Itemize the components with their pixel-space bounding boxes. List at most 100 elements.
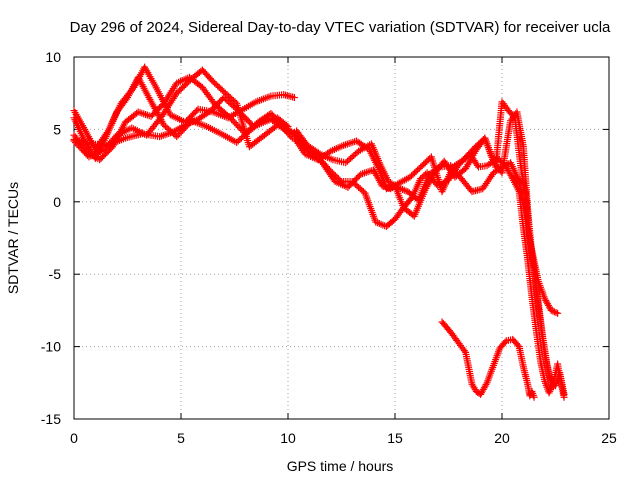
data-point [70, 136, 78, 144]
y-tick-label: -5 [49, 266, 62, 282]
data-point [406, 173, 414, 181]
data-point [104, 141, 112, 149]
data-point [145, 94, 153, 102]
data-marker [546, 387, 554, 395]
data-markers [70, 63, 568, 401]
data-point [483, 162, 491, 170]
data-point [168, 128, 176, 136]
data-point [427, 153, 435, 161]
axis-ticks: 0 5 10 15 20 25 -15 -10 -5 0 5 10 [41, 49, 617, 446]
data-point [457, 175, 465, 183]
data-point [522, 215, 530, 223]
data-point [554, 309, 562, 317]
series-track-9 [293, 127, 562, 317]
y-tick-label: -15 [41, 411, 61, 427]
data-marker [467, 186, 475, 194]
data-point [560, 390, 568, 398]
data-point [173, 89, 181, 97]
data-point [355, 147, 363, 155]
data-point [128, 124, 136, 132]
data-point [528, 247, 536, 255]
data-marker [473, 161, 481, 169]
data-point [489, 169, 497, 177]
data-point [519, 363, 527, 371]
data-point [173, 79, 181, 87]
data-point [436, 163, 444, 171]
data-point [498, 163, 506, 171]
data-point [509, 335, 517, 343]
x-tick-label: 10 [280, 430, 296, 446]
x-tick-label: 15 [387, 430, 403, 446]
data-point [203, 123, 211, 131]
data-point [468, 380, 476, 388]
data-point [85, 153, 93, 161]
data-point [96, 156, 104, 164]
data-point [447, 328, 455, 336]
data-point [513, 108, 521, 116]
data-point [233, 138, 241, 146]
data-point [462, 348, 470, 356]
data-point [147, 112, 155, 120]
data-point [284, 128, 292, 136]
data-point [534, 299, 542, 307]
data-point [417, 163, 425, 171]
data-point [489, 361, 497, 369]
data-point [160, 99, 168, 107]
data-point [113, 108, 121, 116]
data-point [479, 185, 487, 193]
data-marker [547, 386, 555, 394]
data-point [447, 162, 455, 170]
data-point [474, 163, 482, 171]
data-point [318, 159, 326, 167]
data-point [209, 78, 217, 86]
series-trail-track-10 [439, 319, 537, 399]
data-point [344, 183, 352, 191]
data-point [70, 114, 78, 122]
data-point [340, 141, 348, 149]
data-point [496, 344, 504, 352]
data-point [425, 170, 433, 178]
data-marker [514, 341, 522, 349]
data-point [376, 160, 384, 168]
data-point [156, 133, 164, 141]
data-point [543, 360, 551, 368]
y-tick-label: 10 [45, 49, 61, 65]
data-point [220, 94, 228, 102]
data-point [160, 121, 168, 129]
data-point [541, 377, 549, 385]
data-point [372, 218, 380, 226]
data-point [515, 343, 523, 351]
data-marker [282, 127, 290, 135]
data-point [361, 189, 369, 197]
data-marker [287, 132, 295, 140]
data-point [511, 114, 519, 122]
data-marker [193, 107, 201, 115]
data-point [134, 108, 142, 116]
data-point [280, 91, 288, 99]
data-marker [74, 142, 82, 150]
data-marker [232, 120, 240, 128]
data-point [504, 107, 512, 115]
data-point [468, 188, 476, 196]
data-point [417, 175, 425, 183]
data-point [400, 204, 408, 212]
data-point [357, 170, 365, 178]
data-point [141, 63, 149, 71]
series-track-6 [290, 128, 568, 401]
data-point [438, 318, 446, 326]
data-marker [82, 150, 90, 158]
data-point [267, 115, 275, 123]
data-point [158, 112, 166, 120]
data-point [113, 131, 121, 139]
data-point [552, 382, 559, 390]
y-tick-label: 0 [53, 194, 61, 210]
y-axis-label: SDTVAR / TECUs [5, 182, 21, 294]
data-point [245, 143, 253, 151]
data-point [198, 83, 206, 91]
data-point [327, 147, 335, 155]
data-point [556, 369, 564, 377]
data-point [472, 387, 480, 395]
data-point [507, 117, 515, 125]
data-point [198, 66, 206, 74]
